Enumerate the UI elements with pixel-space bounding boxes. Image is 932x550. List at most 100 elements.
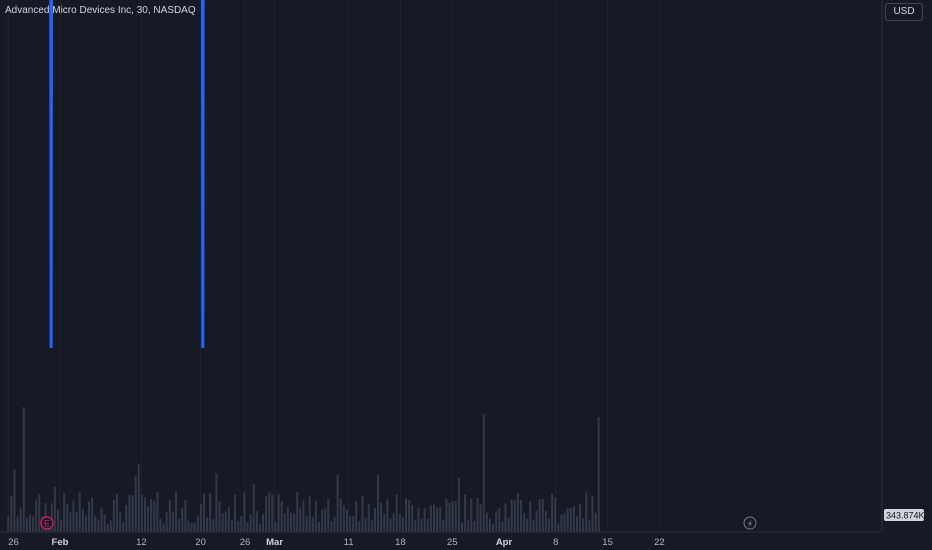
time-tick-label: 22 — [654, 537, 665, 548]
volume-bar — [547, 518, 550, 532]
volume-bar — [380, 502, 383, 532]
volume-bar — [414, 520, 417, 532]
volume-bar — [94, 515, 97, 532]
volume-bar — [234, 494, 237, 532]
volume-bar — [585, 492, 588, 532]
volume-bar — [109, 520, 112, 532]
volume-bar — [16, 516, 19, 532]
volume-bar — [271, 494, 274, 532]
volume-bar — [255, 511, 258, 532]
volume-bar — [156, 492, 159, 532]
volume-bar — [498, 507, 501, 532]
volume-bar — [252, 484, 255, 532]
volume-tag — [884, 509, 924, 521]
volume-bar — [513, 500, 516, 532]
time-tick-label: 25 — [447, 537, 458, 548]
volume-bar — [274, 521, 277, 532]
volume-bar — [370, 520, 373, 532]
volume-bar — [119, 512, 122, 532]
dividend-event-marker[interactable] — [743, 516, 757, 530]
time-tick-label: 12 — [136, 537, 147, 548]
volume-bar — [526, 519, 529, 532]
volume-bar — [81, 508, 84, 532]
symbol-title: Advanced Micro Devices Inc, 30, NASDAQ — [5, 5, 196, 16]
time-axis[interactable]: 26 Feb 12 20 26 Mar 11 18 25 Apr 8 15 22 — [0, 531, 882, 550]
volume-bar — [367, 504, 370, 532]
volume-bar — [408, 499, 411, 532]
volume-bar — [35, 499, 38, 532]
volume-bar — [212, 518, 215, 532]
volume-bar — [262, 514, 265, 532]
volume-bar — [401, 517, 404, 532]
drawing-layer[interactable]: 160 possible holdE⚡ — [0, 0, 884, 530]
volume-bar — [336, 474, 339, 532]
volume-bar — [165, 511, 168, 532]
volume-bar — [100, 508, 103, 532]
volume-bar — [171, 511, 174, 532]
volume-bar — [290, 512, 293, 532]
volume-bar — [19, 508, 22, 532]
volume-bar — [507, 518, 510, 532]
volume-bar — [131, 495, 134, 532]
volume-bar — [588, 520, 591, 532]
volume-bar — [516, 493, 519, 532]
earnings-event-marker[interactable] — [40, 516, 54, 530]
volume-bar — [184, 500, 187, 532]
volume-bar — [445, 498, 448, 532]
volume-bar — [579, 503, 582, 532]
volume-bar — [53, 486, 56, 532]
time-tick-label: Feb — [52, 537, 69, 548]
price-axis[interactable]: 225.00220.00215.00210.00205.00200.00195.… — [864, 0, 932, 550]
volume-bar — [457, 478, 460, 532]
volume-bar — [206, 517, 209, 532]
volume-bar — [69, 512, 72, 532]
volume-bar — [330, 521, 333, 532]
volume-bar — [140, 494, 143, 532]
volume-bar — [383, 513, 386, 532]
volume-bar — [551, 493, 554, 532]
volume-bar — [473, 520, 476, 532]
volume-bar — [476, 497, 479, 532]
volume-bar — [488, 518, 491, 532]
time-tick-label: 26 — [240, 537, 251, 548]
volume-bar — [218, 501, 221, 532]
volume-bar — [361, 496, 364, 532]
volume-bar — [442, 520, 445, 532]
volume-bar — [143, 497, 146, 532]
time-tick-label: 18 — [395, 537, 406, 548]
volume-bar — [249, 514, 252, 532]
volume-bar — [193, 523, 196, 532]
volume-bar — [333, 516, 336, 532]
volume-bar — [451, 500, 454, 532]
volume-bar — [389, 518, 392, 532]
earnings-event-label: E — [44, 519, 50, 529]
volume-bar — [520, 499, 523, 532]
volume-bar — [432, 504, 435, 532]
volume-bar — [538, 499, 541, 532]
volume-bar — [84, 515, 87, 532]
volume-tag-label: 343.874K — [886, 511, 925, 521]
volume-bar — [175, 491, 178, 532]
volume-bar — [535, 510, 538, 532]
volume-bar — [88, 501, 91, 532]
volume-bar — [209, 493, 212, 532]
volume-bar — [293, 513, 296, 532]
blue-up-arrow-left[interactable] — [44, 0, 58, 348]
volume-bar — [72, 500, 75, 532]
price-axis-bg — [882, 0, 932, 550]
blue-up-arrow-middle[interactable] — [196, 0, 210, 348]
volume-bar — [591, 495, 594, 532]
volume-bar — [215, 473, 218, 532]
volume-bar — [345, 509, 348, 532]
volume-bar — [221, 513, 224, 532]
currency-button[interactable]: USD — [885, 3, 923, 21]
volume-bar — [482, 414, 485, 532]
volume-bar — [557, 523, 560, 532]
volume-bar — [243, 492, 246, 532]
volume-bar — [13, 469, 16, 532]
time-tick-label: 26 — [8, 537, 19, 548]
grid-layer — [7, 0, 660, 532]
